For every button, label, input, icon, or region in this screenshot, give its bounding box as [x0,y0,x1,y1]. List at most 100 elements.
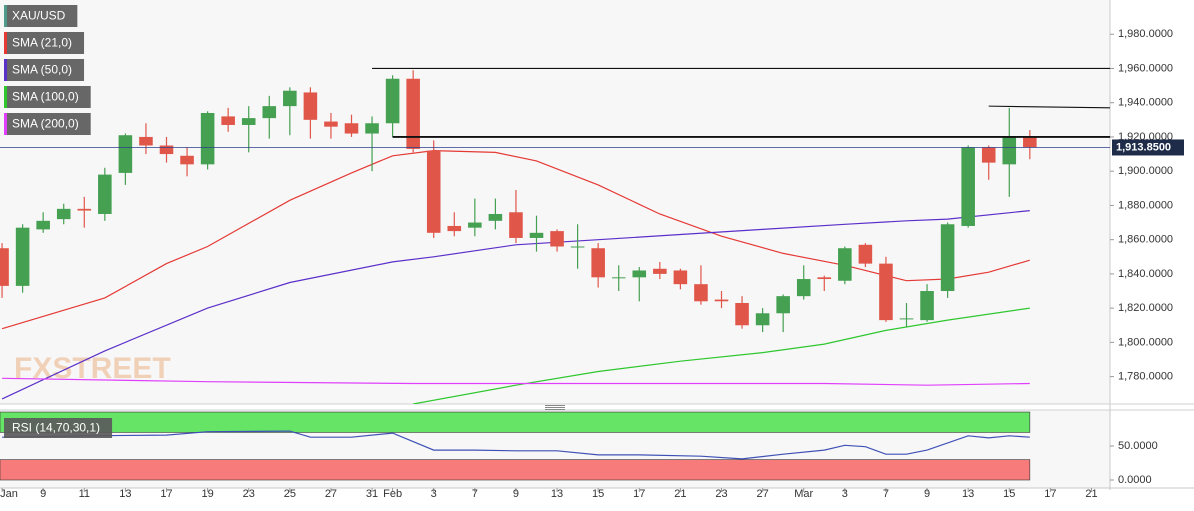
candle-body [406,78,420,149]
series-line [2,430,1030,460]
candle-body [714,299,729,302]
legend-box [4,86,91,108]
resize-handle[interactable] [545,405,565,410]
candle-body [324,121,338,127]
candle-body [961,147,975,226]
legend-label: RSI (14,70,30,1) [12,421,100,435]
candle-body [36,220,50,230]
legend-swatch [4,59,7,81]
x-tick-label: 3 [431,488,437,500]
x-tick-label: 17 [633,488,645,500]
x-tick-label: 23 [243,488,255,500]
y-tick-label: 1,940.0000 [1118,97,1173,109]
candle-body [139,136,153,146]
y-tick-label: 1,820.0000 [1118,302,1173,314]
main-plot [0,67,1110,404]
legend-box [4,418,113,438]
candle-body [1002,136,1017,165]
x-tick-label: 21 [1085,488,1097,500]
candle-body [796,279,811,297]
legend-label: SMA (50,0) [12,63,72,77]
x-tick-label: 9 [40,488,46,500]
legend-box [4,5,78,27]
x-tick-label: 15 [592,488,604,500]
x-tick-label: 7 [472,488,478,500]
candle-body [468,222,482,228]
candle-body [447,225,462,232]
legend-swatch [4,113,7,135]
x-tick-label: 15 [1003,488,1015,500]
y-tick-label: 1,860.0000 [1118,234,1173,246]
candle-body [15,227,30,286]
x-tick-label: 19 [201,488,213,500]
candle-body [385,78,400,124]
x-tick-label: 31 [366,488,378,500]
x-tick-label: 25 [284,488,296,500]
level-line [988,105,1110,109]
candle-body [817,277,832,280]
candle-body [344,123,359,134]
legend-box [4,59,85,81]
candle-body [98,174,112,214]
x-tick-label: 27 [325,488,337,500]
candle-body [940,224,955,292]
y-tick-label: 0.0000 [1118,474,1152,486]
candle-body [303,92,318,120]
candle-body [632,270,647,278]
candle-body [365,123,379,134]
x-tick-label: 17 [1044,488,1056,500]
y-tick-label: 50.0000 [1118,440,1158,452]
series-line [1,149,1030,330]
x-tick-label: Jan [0,488,18,500]
y-tick-label: 1,780.0000 [1118,371,1173,383]
candle-body [591,248,605,278]
candle-body [426,150,441,233]
candle-body [77,208,92,211]
x-tick-label: Mar [794,488,813,500]
y-tick-label: 1,800.0000 [1118,336,1173,348]
x-tick-label: 27 [756,488,768,500]
rsi-band [0,459,1031,481]
candle-body [241,118,256,125]
candle-body [838,248,852,281]
candle-body [262,106,277,119]
legend-label: SMA (200,0) [12,117,79,131]
candle-body [550,231,564,247]
rsi-plot [0,411,1031,481]
legend-label: SMA (21,0) [12,36,72,50]
last-price-label: 1,913.8500 [1116,141,1171,153]
candle-body [159,145,174,155]
y-tick-label: 1,880.0000 [1118,199,1173,211]
candle-body [735,303,749,326]
y-tick-label: 1,980.0000 [1118,28,1173,40]
series-line [413,307,1030,404]
legend-label: SMA (100,0) [12,90,79,104]
candle-body [509,212,523,238]
y-tick-label: 1,840.0000 [1118,268,1173,280]
candle-body [0,248,9,286]
last-price-tag [1112,139,1184,156]
candle-body [981,147,996,163]
series-line [2,377,1030,386]
candle-body [180,155,194,165]
legend-swatch [4,32,7,54]
legend-swatch [4,86,7,108]
legend-box [4,113,91,135]
candle-body [694,284,708,302]
x-tick-label: 23 [715,488,727,500]
legend-swatch [4,5,7,27]
candle-body [858,244,873,264]
x-tick-label: 13 [119,488,131,500]
candle-body [653,268,667,274]
candle-body [118,135,133,173]
x-tick-label: 9 [924,488,930,500]
legend-box [4,32,85,54]
candle-body [611,277,626,279]
x-tick-label: 13 [551,488,563,500]
legend: XAU/USD SMA (21,0) SMA (50,0) SMA (100,0) SM… [4,5,113,438]
candle-body [879,263,893,321]
x-tick-label: 3 [842,488,848,500]
candle-body [200,112,215,165]
candle-body [529,232,544,238]
